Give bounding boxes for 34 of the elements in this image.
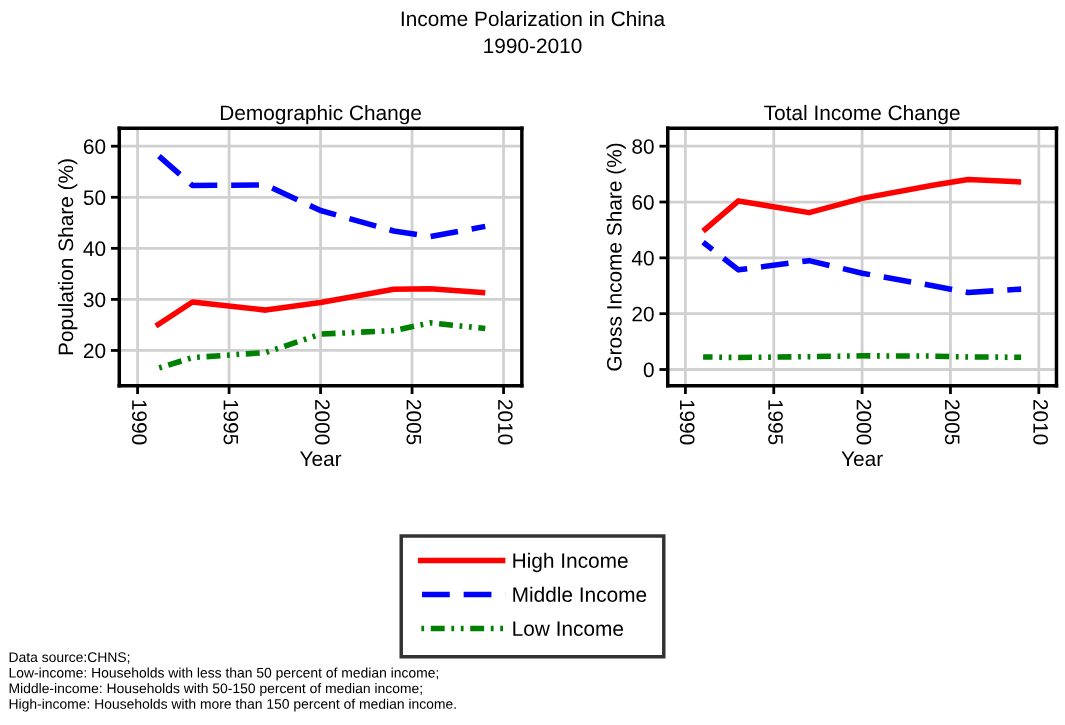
x-axis-title: Year bbox=[299, 451, 342, 467]
x-tick-label: 1990 bbox=[679, 400, 695, 445]
y-tick-label: 0 bbox=[643, 362, 654, 378]
x-tick-label: 2010 bbox=[497, 399, 513, 445]
x-tick-label: 2010 bbox=[1033, 399, 1048, 445]
y-tick-label: 30 bbox=[83, 292, 106, 308]
x-tick-label: 2000 bbox=[856, 399, 872, 445]
text: Middle-income: Households with 50-150 percent of median income; bbox=[9, 683, 422, 696]
text: High-income: Households with more than 150 percent of median income. bbox=[9, 698, 456, 712]
legend-label: High Income bbox=[513, 552, 628, 573]
x-tick-label: 1995 bbox=[223, 400, 239, 445]
y-tick-label: 40 bbox=[631, 250, 654, 266]
y-axis-title: Gross Income Share (%) bbox=[606, 143, 626, 371]
y-tick-label: 60 bbox=[83, 139, 106, 154]
chart-subtitle: Demographic Change bbox=[220, 104, 421, 125]
chart-subtitle: Total Income Change bbox=[764, 104, 960, 125]
chart-title: Income Polarization in China 1990-2010 bbox=[401, 10, 666, 54]
y-tick-label: 50 bbox=[83, 190, 106, 206]
x-tick-label: 1995 bbox=[768, 400, 783, 445]
x-tick-label: 2005 bbox=[406, 399, 422, 445]
x-axis-title: Year bbox=[841, 451, 883, 467]
legend-label: Low Income bbox=[513, 621, 624, 637]
source-note: Data source:CHNS; bbox=[9, 652, 130, 664]
x-tick-label: 1990 bbox=[131, 400, 147, 445]
x-tick-label: 2000 bbox=[314, 399, 330, 445]
legend-label: Middle Income bbox=[513, 586, 647, 603]
y-axis-title: Population Share (%) bbox=[57, 159, 78, 355]
y-tick-label: 40 bbox=[83, 241, 106, 257]
y-tick-label: 20 bbox=[83, 343, 106, 359]
y-tick-label: 20 bbox=[632, 306, 654, 322]
text: Low-income: Households with less than 50 percent of median income; bbox=[9, 667, 439, 681]
y-tick-label: 60 bbox=[632, 195, 654, 210]
y-tick-label: 80 bbox=[632, 139, 654, 154]
x-tick-label: 2005 bbox=[944, 399, 960, 445]
